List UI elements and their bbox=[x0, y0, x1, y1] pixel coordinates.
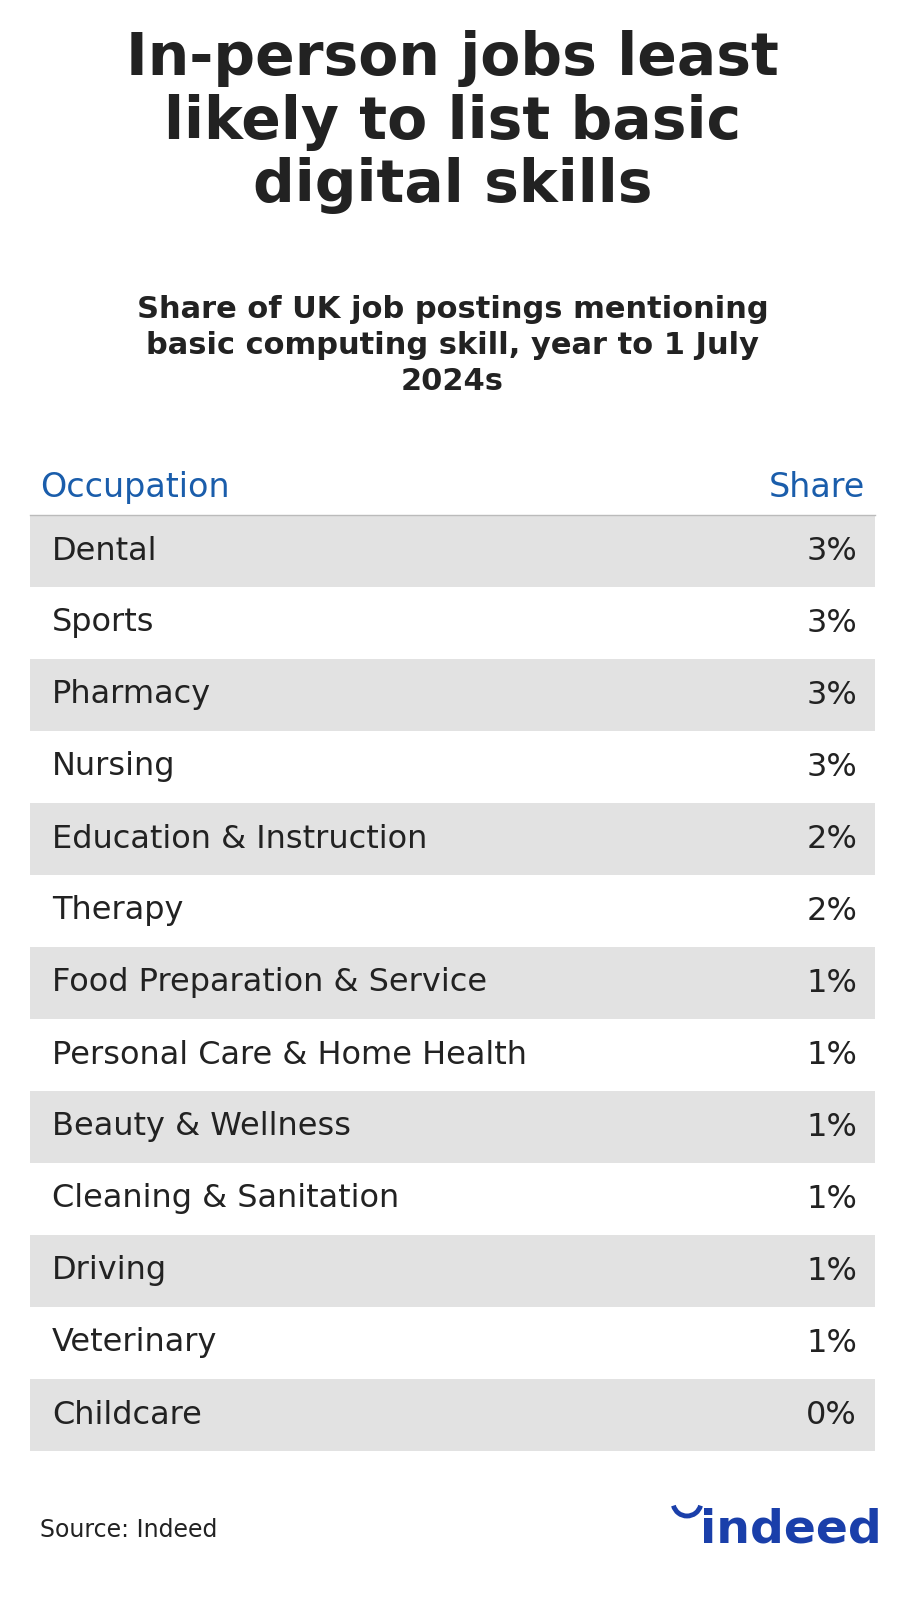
Text: Therapy: Therapy bbox=[52, 896, 184, 926]
Text: 1%: 1% bbox=[806, 1040, 857, 1070]
Text: 3%: 3% bbox=[806, 608, 857, 638]
Bar bbox=[30, 1019, 875, 1091]
Text: Share: Share bbox=[768, 470, 865, 504]
Bar bbox=[30, 587, 875, 659]
Text: Dental: Dental bbox=[52, 536, 157, 566]
Text: In-person jobs least
likely to list basic
digital skills: In-person jobs least likely to list basi… bbox=[126, 30, 779, 214]
Text: Veterinary: Veterinary bbox=[52, 1328, 217, 1358]
Text: Pharmacy: Pharmacy bbox=[52, 680, 211, 710]
Bar bbox=[30, 515, 875, 587]
Text: Education & Instruction: Education & Instruction bbox=[52, 824, 427, 854]
Bar bbox=[30, 875, 875, 947]
Text: 1%: 1% bbox=[806, 1112, 857, 1142]
Text: Childcare: Childcare bbox=[52, 1400, 202, 1430]
Text: 3%: 3% bbox=[806, 680, 857, 710]
Text: 3%: 3% bbox=[806, 752, 857, 782]
Text: Personal Care & Home Health: Personal Care & Home Health bbox=[52, 1040, 527, 1070]
Bar bbox=[30, 1307, 875, 1379]
Bar bbox=[30, 731, 875, 803]
Text: Beauty & Wellness: Beauty & Wellness bbox=[52, 1112, 351, 1142]
Text: Nursing: Nursing bbox=[52, 752, 176, 782]
Text: Food Preparation & Service: Food Preparation & Service bbox=[52, 968, 487, 998]
Text: 2%: 2% bbox=[806, 824, 857, 854]
Bar bbox=[30, 1091, 875, 1163]
Bar bbox=[30, 1163, 875, 1235]
Text: Sports: Sports bbox=[52, 608, 155, 638]
Bar bbox=[30, 659, 875, 731]
Text: 0%: 0% bbox=[806, 1400, 857, 1430]
Text: Cleaning & Sanitation: Cleaning & Sanitation bbox=[52, 1184, 399, 1214]
Text: Occupation: Occupation bbox=[40, 470, 230, 504]
Bar bbox=[30, 803, 875, 875]
Text: indeed: indeed bbox=[700, 1507, 881, 1552]
Text: 2%: 2% bbox=[806, 896, 857, 926]
Bar bbox=[30, 1235, 875, 1307]
Bar bbox=[30, 947, 875, 1019]
Text: 3%: 3% bbox=[806, 536, 857, 566]
Bar bbox=[30, 1379, 875, 1451]
Text: Share of UK job postings mentioning
basic computing skill, year to 1 July
2024s: Share of UK job postings mentioning basi… bbox=[137, 294, 768, 395]
Text: Source: Indeed: Source: Indeed bbox=[40, 1518, 217, 1542]
Text: 1%: 1% bbox=[806, 1256, 857, 1286]
Text: 1%: 1% bbox=[806, 968, 857, 998]
Text: Driving: Driving bbox=[52, 1256, 167, 1286]
Text: 1%: 1% bbox=[806, 1184, 857, 1214]
Text: 1%: 1% bbox=[806, 1328, 857, 1358]
